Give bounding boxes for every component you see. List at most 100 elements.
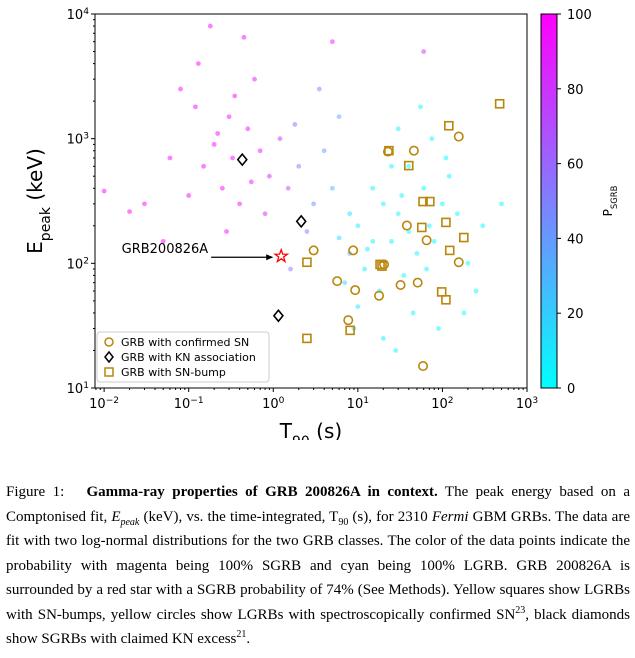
grb-point: [267, 173, 272, 179]
sn-marker: [418, 361, 429, 372]
grb-point: [443, 155, 449, 161]
legend-swatch: [104, 337, 114, 347]
grb-point: [365, 246, 370, 252]
figure-caption: Figure 1: Gamma-ray properties of GRB 20…: [6, 480, 630, 652]
caption-text: Gamma-ray properties of GRB 200826A in c…: [86, 484, 438, 500]
sn-bump-marker: [302, 333, 312, 344]
sn-marker: [412, 277, 423, 288]
caption-text: (s), for 2310: [348, 508, 432, 525]
grb-point: [160, 238, 166, 244]
grb-point: [406, 163, 412, 169]
sn-bump-marker: [377, 261, 387, 271]
sn-marker: [453, 131, 464, 142]
grb-point: [362, 266, 367, 272]
grb-point: [418, 104, 423, 110]
caption-text: .: [246, 631, 251, 647]
colorbar-tick-label: 60: [567, 158, 584, 173]
grb-point: [292, 122, 298, 127]
highlight-label: GRB200826A: [122, 242, 209, 257]
grb-point: [454, 211, 460, 217]
grb-point: [192, 104, 198, 110]
grb-point: [248, 179, 254, 185]
grb-point: [429, 136, 435, 142]
grb-point: [370, 238, 376, 244]
grb-point: [480, 223, 486, 229]
grb-point: [465, 260, 471, 266]
grb-point: [426, 223, 432, 229]
grb-point: [257, 148, 263, 154]
grb-point: [127, 209, 132, 214]
grb-point: [285, 185, 291, 191]
grb-point: [207, 23, 213, 29]
sn-bump-marker: [441, 217, 451, 228]
sn-marker: [401, 220, 412, 231]
grb-point: [321, 148, 327, 154]
legend-swatch: [104, 350, 114, 364]
grb-point: [201, 163, 206, 169]
grb-point: [224, 229, 229, 234]
kn-marker: [295, 214, 307, 229]
grb-point: [237, 201, 243, 207]
x-tick-label: 103: [516, 396, 539, 412]
caption-text: , black diamonds show SGRBs with claimed…: [6, 606, 634, 648]
grb-point: [414, 251, 420, 256]
grb-point: [336, 235, 342, 241]
sn-bump-marker: [384, 145, 394, 156]
caption-text: 90: [338, 516, 349, 528]
sn-bump-marker: [441, 294, 451, 305]
y-axis-label: Epeak (keV): [23, 148, 54, 254]
grb-point: [186, 193, 192, 198]
sn-bump-marker: [494, 98, 505, 109]
grb-point: [230, 155, 235, 161]
sn-marker: [374, 290, 385, 301]
caption-text: The peak energy based on a Comptonised f…: [6, 484, 634, 525]
grb-point: [101, 188, 107, 194]
grb-point: [311, 201, 317, 207]
colorbar-tick-label: 40: [567, 232, 584, 247]
grb-point: [370, 185, 376, 191]
caption-text: Fermi: [431, 508, 469, 525]
sn-bump-marker: [345, 325, 355, 336]
grb-point: [262, 211, 268, 217]
x-tick-label: 10−2: [89, 396, 119, 412]
grb-point: [393, 348, 399, 353]
grb-point: [167, 155, 173, 161]
grb-point: [195, 61, 201, 67]
grb-point: [304, 229, 310, 234]
grb-point: [395, 211, 401, 217]
sn-bump-marker: [459, 232, 469, 243]
sn-marker: [343, 315, 354, 326]
caption-text: 23: [515, 604, 526, 616]
x-tick-label: 100: [262, 396, 285, 412]
sn-bump-marker: [403, 160, 414, 171]
grb-point: [329, 39, 335, 45]
colorbar-label: PSGRB: [601, 185, 619, 216]
grb-point: [461, 310, 467, 316]
grb-point: [316, 86, 322, 92]
grb-point: [431, 238, 437, 244]
sn-marker: [421, 235, 432, 246]
grb-point: [232, 93, 238, 99]
sn-bump-marker: [375, 259, 385, 270]
sn-bump-marker: [416, 222, 427, 233]
caption-text: peak: [120, 516, 140, 528]
grb-point: [252, 76, 257, 82]
colorbar: [540, 13, 558, 389]
grb-point: [380, 201, 386, 207]
grb-point: [226, 114, 232, 120]
legend-label: GRB with confirmed SN: [121, 336, 249, 349]
grb-point: [211, 141, 217, 147]
y-tick-label: 103: [67, 132, 90, 148]
grb-point: [355, 223, 361, 229]
grb-point: [395, 126, 401, 132]
sn-marker: [408, 145, 419, 156]
kn-marker: [272, 308, 284, 323]
grb-point: [399, 193, 405, 198]
sn-marker: [348, 245, 359, 256]
sn-bump-marker: [418, 196, 428, 207]
grb-point: [446, 173, 452, 179]
legend-label: GRB with SN-bump: [121, 366, 226, 379]
x-tick-label: 10−1: [174, 396, 204, 412]
y-tick-label: 102: [67, 256, 89, 272]
highlight-star: [273, 247, 290, 264]
